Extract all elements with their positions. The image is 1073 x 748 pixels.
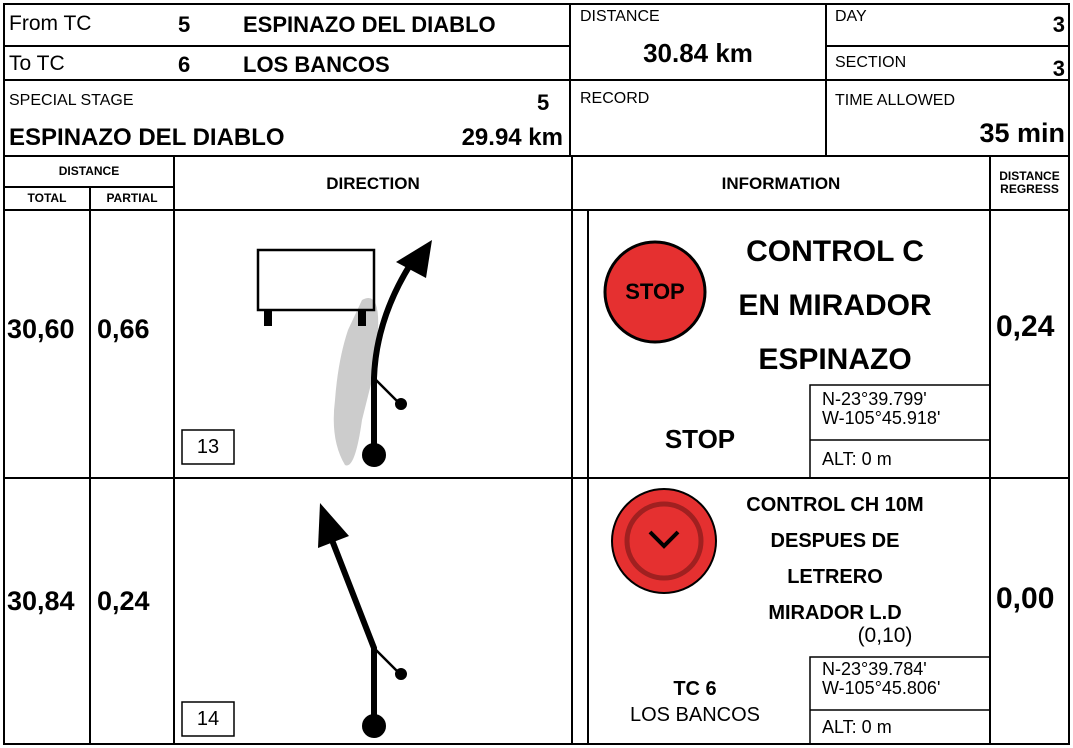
label: DISTANCE bbox=[580, 8, 660, 25]
length: 29.94 km bbox=[461, 124, 563, 151]
partial: 0,24 bbox=[97, 586, 150, 616]
box: 14 bbox=[196, 708, 220, 730]
coords: N-23°39.784' W-105°45.806' bbox=[822, 660, 940, 698]
icon-text: STOP bbox=[625, 279, 685, 304]
alt: ALT: 0 m bbox=[822, 717, 892, 737]
regress: 0,00 bbox=[996, 582, 1055, 615]
info-line: (0,10) bbox=[857, 624, 913, 647]
value: 35 min bbox=[979, 118, 1065, 148]
info-line: CONTROL C bbox=[746, 235, 924, 268]
number: 5 bbox=[178, 12, 191, 37]
info: CONTROL C EN MIRADOR ESPINAZO bbox=[700, 225, 970, 387]
info-line: EN MIRADOR bbox=[738, 289, 932, 322]
col-head: DISTANCE REGRESS bbox=[999, 169, 1060, 196]
col-head: DISTANCE bbox=[58, 164, 120, 178]
col-head: DIRECTION bbox=[326, 174, 420, 193]
partial: 0,66 bbox=[97, 314, 150, 344]
note: LOS BANCOS bbox=[629, 704, 761, 726]
number: 5 bbox=[537, 90, 550, 115]
coord: N-23°39.784' bbox=[822, 659, 927, 679]
info: CONTROL CH 10M DESPUES DE LETRERO MIRADOR L… bbox=[690, 487, 980, 631]
info-line: CONTROL CH 10M bbox=[746, 494, 924, 516]
note: STOP bbox=[664, 424, 736, 454]
value: 3 bbox=[1052, 12, 1065, 37]
col-head: INFORMATION bbox=[721, 174, 841, 193]
value: 3 bbox=[1052, 56, 1065, 81]
coords: N-23°39.799' W-105°45.918' bbox=[822, 390, 940, 428]
label: SPECIAL STAGE bbox=[9, 92, 134, 109]
name: ESPINAZO DEL DIABLO bbox=[9, 124, 285, 151]
coord: W-105°45.918' bbox=[822, 408, 941, 428]
regress: 0,24 bbox=[996, 310, 1055, 343]
name: ESPINAZO DEL DIABLO bbox=[243, 12, 496, 37]
info-line: DESPUES DE bbox=[770, 530, 900, 552]
value: 30.84 km bbox=[643, 38, 753, 68]
info-line: MIRADOR L.D bbox=[768, 602, 902, 624]
label: TIME ALLOWED bbox=[835, 92, 956, 109]
info-line: LETRERO bbox=[787, 566, 883, 588]
box: 13 bbox=[196, 436, 220, 458]
total: 30,84 bbox=[7, 586, 75, 616]
coord: W-105°45.806' bbox=[822, 678, 941, 698]
total: 30,60 bbox=[7, 314, 75, 344]
label: RECORD bbox=[580, 90, 650, 107]
info-line: ESPINAZO bbox=[758, 343, 912, 376]
col-head: PARTIAL bbox=[106, 191, 158, 205]
name: LOS BANCOS bbox=[243, 52, 390, 77]
coord: N-23°39.799' bbox=[822, 389, 927, 409]
number: 6 bbox=[178, 52, 191, 77]
label: SECTION bbox=[835, 54, 907, 71]
alt: ALT: 0 m bbox=[822, 449, 892, 469]
label: DAY bbox=[835, 8, 867, 25]
note-title: TC 6 bbox=[673, 678, 717, 700]
label: From TC bbox=[9, 12, 92, 35]
col-head: TOTAL bbox=[27, 191, 67, 205]
label: To TC bbox=[9, 52, 65, 75]
